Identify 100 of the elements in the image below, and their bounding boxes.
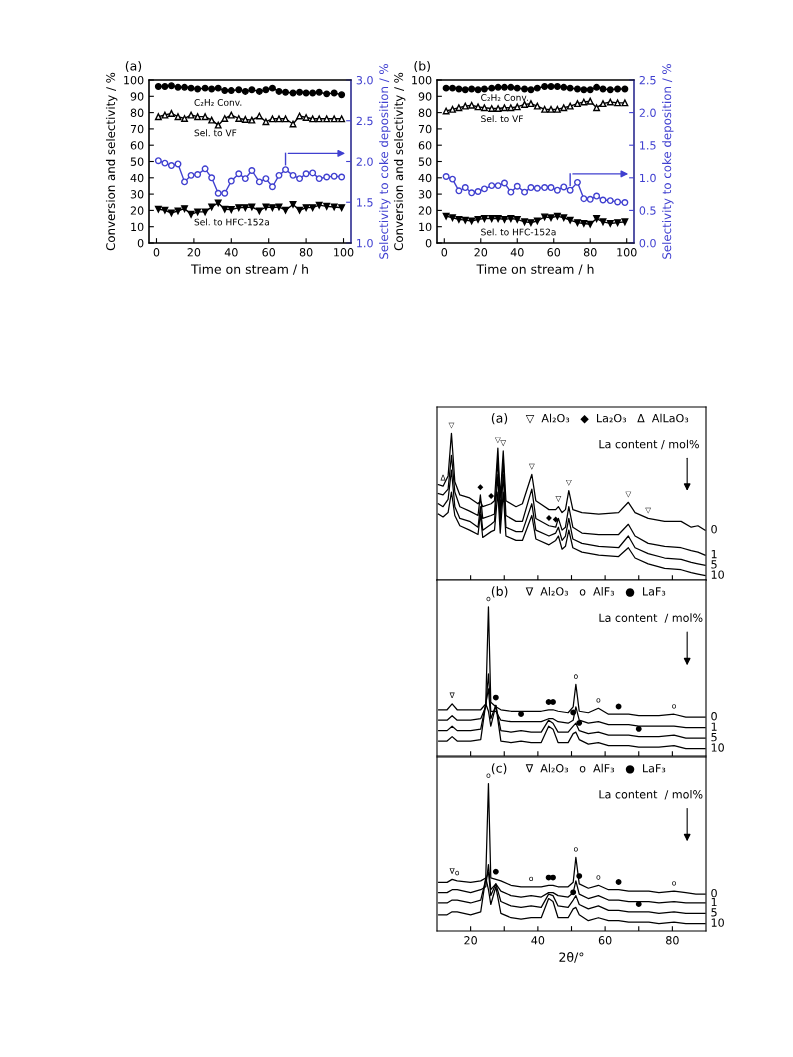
point	[268, 183, 276, 191]
point	[296, 206, 304, 214]
point	[442, 173, 450, 180]
point	[268, 84, 276, 92]
point	[315, 201, 323, 209]
point	[480, 85, 488, 93]
y-tick-label: 90	[418, 92, 432, 101]
point	[187, 171, 195, 179]
y-tick-label: 90	[130, 92, 144, 101]
y2-tick-label: 1.0	[357, 238, 373, 248]
series-label: 10	[711, 743, 724, 752]
point	[474, 188, 482, 195]
point	[599, 218, 607, 226]
y2-tick-label: 1.5	[640, 141, 656, 150]
point	[621, 99, 629, 107]
point	[167, 82, 175, 90]
point	[449, 105, 456, 113]
point	[488, 105, 496, 112]
x-tick-label: 60	[262, 248, 276, 257]
y-tick-label: 40	[418, 173, 432, 183]
point	[455, 104, 463, 112]
point	[201, 165, 209, 173]
y-tick-label: 70	[418, 124, 432, 134]
y-tick-label: 10	[131, 222, 144, 232]
y2-tick-label: 3.0	[356, 75, 373, 85]
point	[194, 85, 202, 93]
point	[521, 85, 529, 93]
y-tick-label: 20	[418, 206, 432, 215]
point	[330, 115, 338, 123]
point	[614, 85, 622, 93]
y2-tick-label: 0.5	[639, 206, 656, 215]
point	[282, 206, 290, 214]
point	[208, 85, 216, 93]
series-label: 5	[711, 560, 717, 569]
point	[586, 97, 594, 105]
x-tick-label: 20	[464, 936, 477, 945]
chart-title: (b)	[414, 60, 430, 73]
point	[161, 111, 169, 119]
point	[309, 204, 317, 212]
point	[455, 215, 463, 223]
point	[606, 98, 614, 106]
point	[541, 105, 549, 113]
point	[227, 206, 235, 214]
point	[201, 113, 209, 121]
y2-axis-title: Selectivity to coke deposition / %	[379, 64, 391, 259]
point	[227, 87, 235, 95]
point	[513, 103, 521, 111]
y-tick-label: 50	[130, 157, 144, 166]
point	[174, 83, 182, 91]
y-axis-title: Conversion and selectivity / %	[393, 72, 406, 251]
point	[268, 204, 276, 212]
point	[214, 189, 222, 197]
point	[527, 219, 535, 227]
point	[262, 203, 270, 211]
y-tick-label: 80	[418, 108, 432, 117]
point	[547, 83, 555, 90]
point	[501, 215, 508, 223]
chart-title: (a)	[491, 413, 508, 425]
series-label: C₂H₂ Conv.	[481, 94, 528, 101]
point	[154, 157, 162, 165]
point	[227, 177, 235, 185]
series-label: Sel. to VF	[194, 129, 237, 137]
point	[553, 212, 561, 220]
x-tick-label: 80	[299, 248, 313, 257]
y2-tick-label: 2.0	[356, 157, 373, 166]
point	[255, 112, 263, 120]
point	[573, 100, 581, 108]
point	[214, 199, 222, 207]
y2-tick-label: 2.5	[639, 75, 656, 85]
point	[235, 114, 243, 122]
point	[507, 188, 515, 196]
point	[621, 218, 629, 226]
point	[241, 204, 249, 212]
point	[521, 188, 529, 196]
point	[573, 85, 581, 93]
point	[573, 178, 581, 186]
point	[501, 179, 508, 187]
point	[338, 204, 346, 212]
annotation: La content / mol%	[599, 613, 703, 623]
point	[442, 84, 450, 92]
y-tick-label: 20	[130, 206, 144, 215]
series-label: 10	[711, 570, 724, 579]
point	[599, 100, 607, 108]
point	[449, 84, 456, 92]
point	[547, 214, 555, 222]
point	[566, 102, 574, 110]
point	[255, 178, 263, 186]
point	[547, 105, 555, 113]
point	[468, 85, 476, 93]
y-tick-label: 100	[124, 75, 144, 85]
series-label: Sel. to HFC-152a	[481, 228, 556, 236]
text: ∇ Al₂O₃ o AlF₃ ● LaF₃	[525, 586, 666, 597]
point	[621, 85, 629, 93]
x-tick-label: 100	[334, 248, 354, 257]
point	[614, 198, 622, 206]
point	[501, 83, 508, 91]
point	[533, 102, 541, 110]
point	[282, 88, 290, 96]
y-tick-label: 30	[130, 190, 144, 199]
y-axis-title: Conversion and selectivity / %	[105, 72, 118, 251]
